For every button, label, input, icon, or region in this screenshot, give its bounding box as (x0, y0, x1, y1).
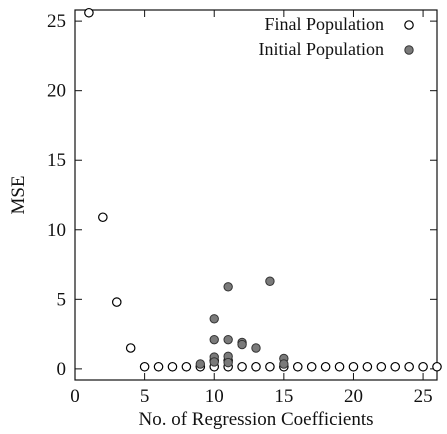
final-population-point (432, 361, 442, 372)
legend-marker-initial-population (404, 45, 414, 55)
y-tick-label: 25 (47, 11, 66, 32)
y-axis-ticks: 0 5 10 15 20 25 (47, 11, 437, 380)
legend-marker-final-population (404, 20, 414, 30)
plot-frame (74, 9, 438, 381)
final-population-point (153, 361, 164, 372)
x-tick-label: 15 (274, 386, 293, 407)
legend-label-final-population: Final Population (264, 14, 384, 34)
x-axis-label: No. of Regression Coefficients (139, 409, 374, 430)
x-tick-label: 25 (414, 386, 433, 407)
y-tick-label: 15 (47, 150, 66, 171)
x-axis-ticks: 0 5 10 15 20 25 (70, 10, 433, 407)
y-tick-label: 0 (57, 359, 67, 380)
final-population-point (306, 361, 317, 372)
initial-population-point (223, 334, 233, 345)
final-population-point (125, 343, 136, 353)
x-tick-label: 0 (70, 386, 80, 407)
final-population-point (320, 361, 331, 372)
initial-population-point (209, 334, 219, 345)
y-axis-label: MSE (8, 175, 29, 214)
x-tick-label: 5 (140, 386, 150, 407)
x-tick-label: 10 (205, 386, 224, 407)
initial-population-point (195, 359, 206, 369)
final-population-point (84, 7, 94, 18)
final-population-point (348, 361, 359, 372)
final-population-point (167, 361, 178, 372)
final-population-point (111, 297, 122, 307)
final-population-point (362, 361, 373, 372)
final-population-point (404, 361, 414, 372)
y-tick-label: 5 (57, 289, 67, 310)
initial-population-point (237, 339, 247, 350)
initial-population-point (223, 357, 233, 368)
x-tick-label: 20 (344, 386, 363, 407)
final-population-point (237, 361, 247, 372)
final-population-point (139, 361, 150, 372)
final-population-point (98, 212, 108, 223)
initial-population-point (209, 314, 219, 324)
final-population-point (390, 361, 401, 372)
final-population-point (418, 361, 428, 372)
final-population-point (376, 361, 387, 372)
initial-population-point (209, 357, 219, 367)
initial-population-point (265, 276, 275, 286)
y-tick-label: 10 (47, 220, 66, 241)
final-population-point (181, 361, 192, 372)
initial-population-point (223, 282, 233, 292)
initial-population-point (279, 359, 289, 369)
initial-population-point (251, 343, 261, 353)
legend: Final Population Initial Population (259, 14, 414, 59)
final-population-point (265, 361, 275, 372)
final-population-point (292, 361, 303, 372)
data-points (84, 7, 442, 372)
legend-label-initial-population: Initial Population (259, 39, 385, 59)
final-population-point (251, 361, 261, 372)
y-tick-label: 20 (47, 81, 66, 102)
final-population-point (334, 361, 345, 372)
